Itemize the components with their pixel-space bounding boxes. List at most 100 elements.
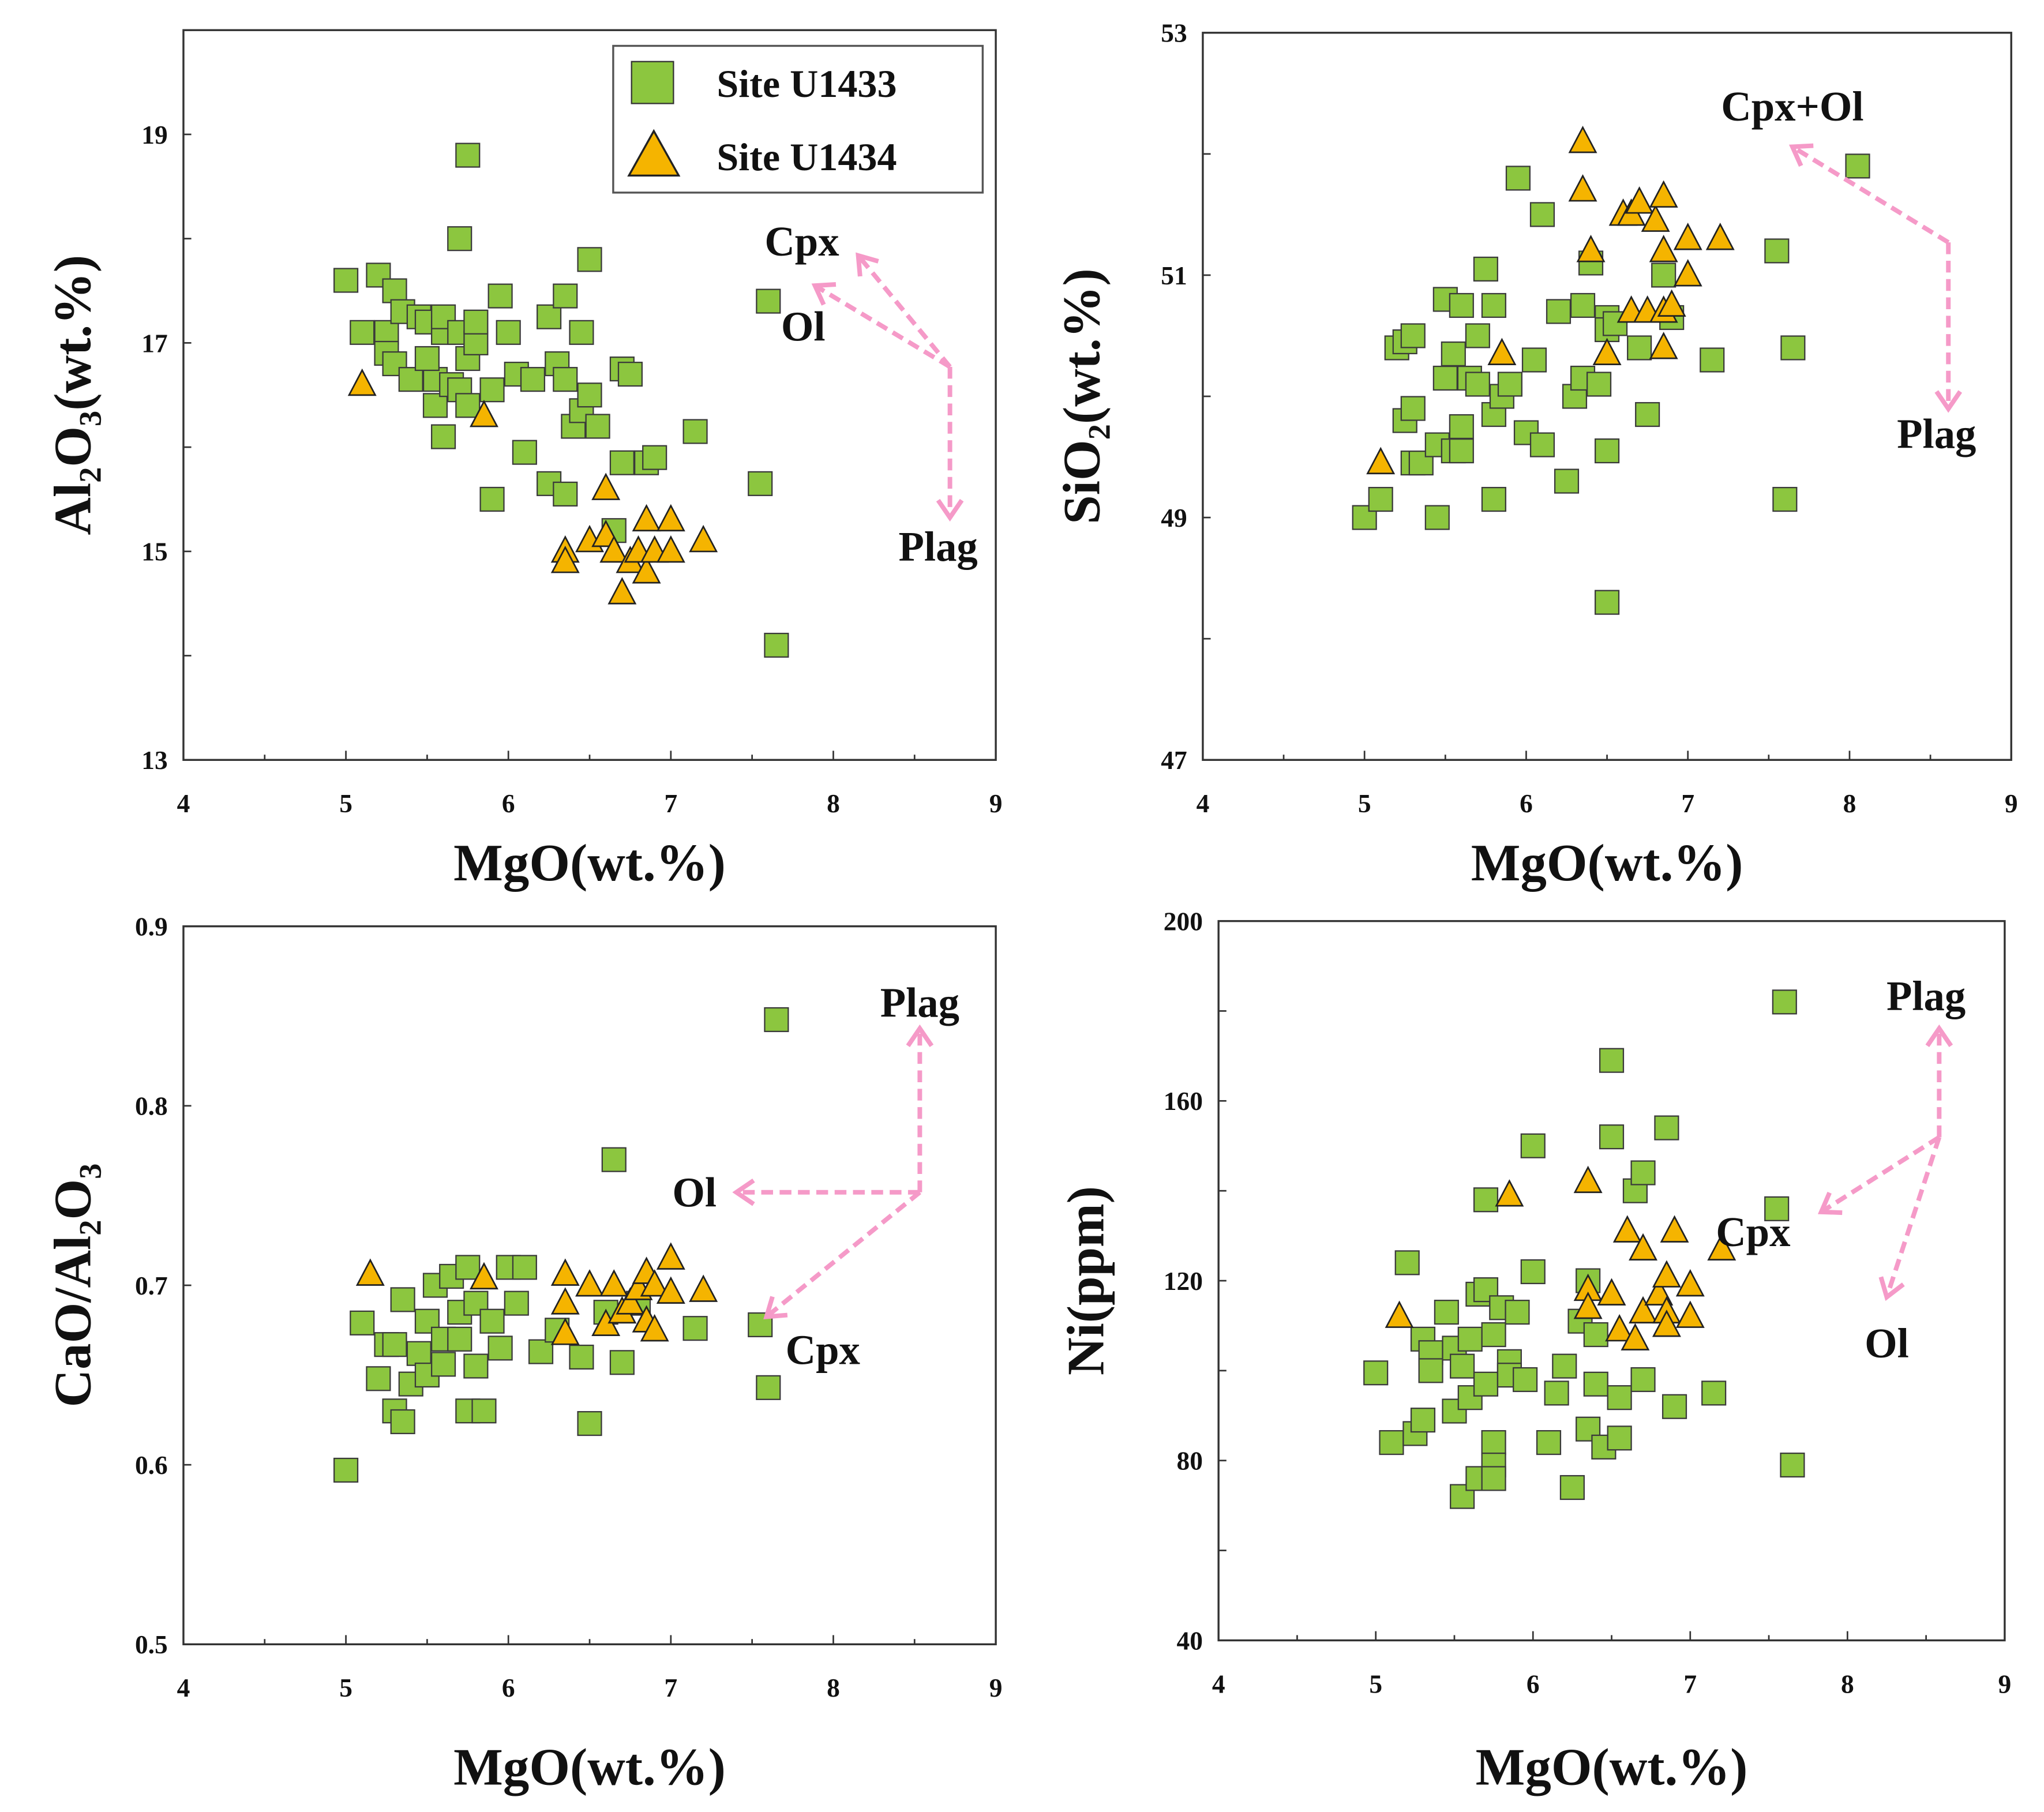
data-point-u1433 xyxy=(487,1335,513,1361)
x-axis-title: MgO(wt.%) xyxy=(1476,1738,1748,1796)
y-axis-title: Ni(ppm) xyxy=(1056,1186,1115,1375)
data-point-u1433 xyxy=(1599,1124,1625,1150)
data-point-u1433 xyxy=(1434,1300,1459,1325)
data-point-u1433 xyxy=(455,393,481,418)
data-point-u1434 xyxy=(1649,180,1678,208)
y-tick-label: 80 xyxy=(1177,1447,1203,1476)
data-point-u1434 xyxy=(1612,1215,1642,1243)
x-tick-label: 6 xyxy=(502,1674,515,1702)
data-point-u1433 xyxy=(756,288,781,314)
trend-arrow xyxy=(765,1190,921,1319)
data-point-u1433 xyxy=(382,1332,407,1357)
data-point-u1434 xyxy=(1649,235,1678,262)
data-point-u1433 xyxy=(1497,372,1522,397)
x-tick-label: 5 xyxy=(339,1674,352,1702)
y-tick-label: 49 xyxy=(1161,504,1187,532)
data-point-u1433 xyxy=(1379,1430,1404,1455)
data-point-u1433 xyxy=(1607,1425,1632,1451)
x-tick-label: 5 xyxy=(1358,789,1371,818)
data-point-u1433 xyxy=(1583,1322,1608,1348)
arrow-head-icon xyxy=(763,1296,788,1319)
data-point-u1433 xyxy=(537,304,562,329)
y-tick-label: 160 xyxy=(1164,1087,1203,1116)
data-point-u1433 xyxy=(1701,1380,1727,1406)
data-point-u1434 xyxy=(1573,1165,1603,1194)
data-point-u1433 xyxy=(406,1341,432,1366)
data-point-u1433 xyxy=(422,393,448,418)
data-point-u1433 xyxy=(553,481,578,507)
arrow-head-icon xyxy=(732,1178,755,1206)
data-point-u1433 xyxy=(1627,335,1652,361)
x-tick-label: 4 xyxy=(177,789,190,818)
x-tick-label: 7 xyxy=(664,1674,677,1702)
trend-label: Ol xyxy=(781,303,826,350)
data-point-u1433 xyxy=(455,142,481,168)
data-point-u1434 xyxy=(550,1287,580,1315)
data-point-u1433 xyxy=(553,283,578,309)
data-point-u1434 xyxy=(1597,1278,1626,1305)
y-axis-title: CaO/Al₂O₃ xyxy=(44,1164,102,1408)
data-point-u1434 xyxy=(632,504,661,532)
data-point-u1433 xyxy=(1363,1360,1389,1386)
data-point-u1434 xyxy=(656,504,685,532)
x-tick-label: 5 xyxy=(339,789,352,818)
y-tick-label: 0.5 xyxy=(135,1630,168,1659)
scatter-panel-1: 4 5 6 7 8 9 13 15 17 19 MgO(wt.%) Al₂O₃(wt.%) Cpx Ol P… xyxy=(44,29,1002,892)
data-point-u1433 xyxy=(577,247,602,272)
data-point-u1434 xyxy=(347,368,377,396)
y-tick-label: 19 xyxy=(141,121,167,149)
trend-label: Ol xyxy=(1865,1320,1909,1367)
data-point-u1434 xyxy=(1487,337,1517,366)
data-point-u1433 xyxy=(1559,1475,1585,1500)
data-point-u1433 xyxy=(1630,1367,1656,1393)
x-tick-label: 4 xyxy=(1197,789,1210,818)
data-point-u1433 xyxy=(1400,323,1426,348)
data-point-u1434 xyxy=(1660,1215,1689,1243)
arrow-head-icon xyxy=(936,498,964,522)
data-point-u1433 xyxy=(512,440,537,465)
data-point-u1433 xyxy=(447,1326,472,1352)
trend-label: Plag xyxy=(1897,411,1976,457)
data-point-u1433 xyxy=(1481,1322,1506,1348)
data-point-u1433 xyxy=(471,1398,497,1424)
trend-label: Cpx xyxy=(1716,1209,1790,1255)
trend-label: Plag xyxy=(880,979,959,1026)
data-point-u1434 xyxy=(469,1262,498,1290)
data-point-u1433 xyxy=(1594,590,1620,615)
y-tick-label: 0.6 xyxy=(135,1451,168,1480)
data-point-u1433 xyxy=(1520,1259,1546,1285)
data-point-u1433 xyxy=(1552,1353,1577,1379)
data-point-u1433 xyxy=(463,309,489,335)
data-point-u1434 xyxy=(1641,204,1670,232)
data-point-u1433 xyxy=(1449,414,1474,440)
data-point-u1434 xyxy=(591,472,621,500)
data-point-u1433 xyxy=(609,450,635,475)
data-point-u1434 xyxy=(1652,1310,1681,1337)
data-point-u1433 xyxy=(1505,1300,1530,1325)
data-point-u1433 xyxy=(1570,292,1596,318)
trend-label: Plag xyxy=(899,523,978,570)
x-axis-title: MgO(wt.%) xyxy=(453,1738,726,1796)
y-tick-label: 17 xyxy=(141,329,167,358)
data-point-u1433 xyxy=(1594,438,1620,464)
scatter-panel-4: 4 5 6 7 8 9 40 80 120 160 200 MgO(wt.%) Ni(ppm) Plag C… xyxy=(1056,907,2011,1796)
data-point-u1433 xyxy=(1473,1371,1499,1397)
data-point-u1433 xyxy=(1536,1430,1562,1455)
data-point-u1433 xyxy=(1449,292,1474,318)
arrow-head-icon xyxy=(1934,390,1963,413)
data-point-u1433 xyxy=(1630,1160,1656,1186)
data-point-u1433 xyxy=(1441,341,1466,367)
data-point-u1434 xyxy=(1366,447,1396,475)
data-point-u1434 xyxy=(550,1318,580,1345)
data-point-u1434 xyxy=(1652,1260,1681,1288)
data-point-u1433 xyxy=(577,382,602,408)
data-point-u1434 xyxy=(1675,1269,1705,1297)
data-point-u1433 xyxy=(1780,1452,1805,1478)
data-point-u1433 xyxy=(1457,1326,1483,1352)
y-tick-label: 0.9 xyxy=(135,913,168,941)
data-point-u1433 xyxy=(1481,487,1506,512)
legend-triangle-icon xyxy=(627,129,681,177)
data-point-u1434 xyxy=(1629,1233,1657,1261)
data-point-u1434 xyxy=(1568,174,1597,202)
